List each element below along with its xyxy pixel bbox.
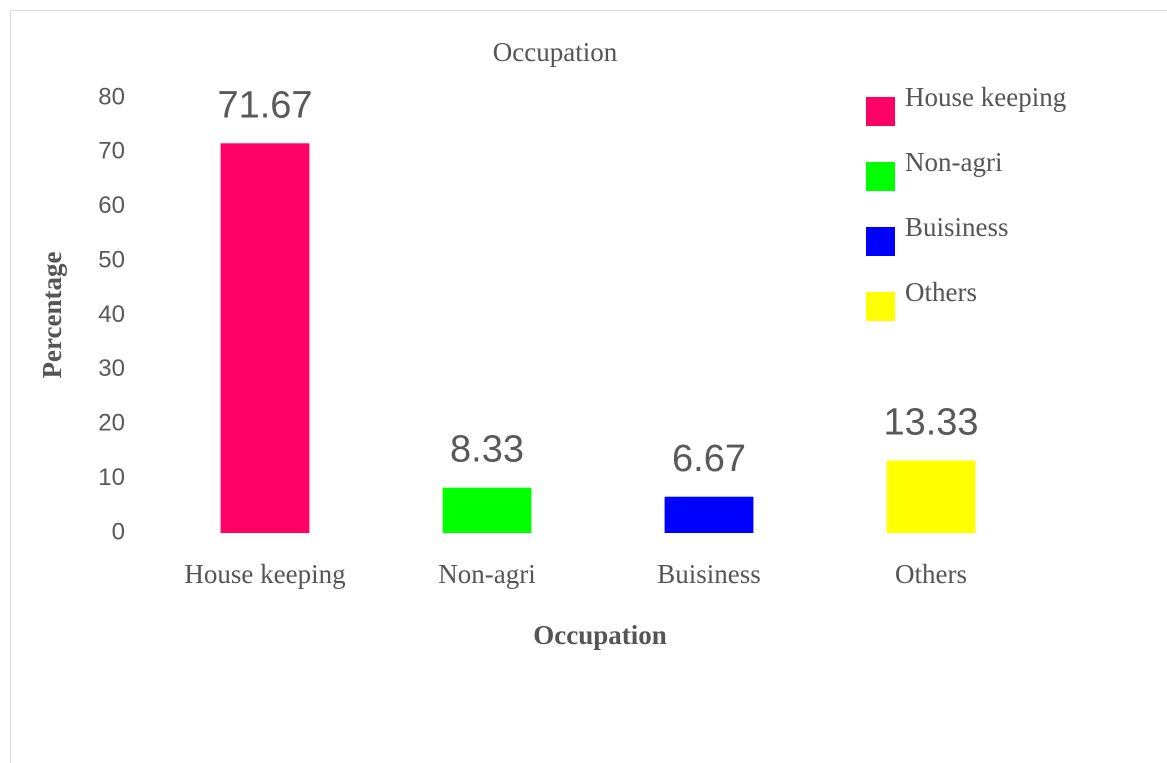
legend-label: Non-agri	[905, 147, 1002, 177]
bar	[442, 487, 532, 533]
x-tick-label: Non-agri	[438, 559, 535, 589]
y-tick-label: 10	[98, 464, 125, 491]
legend-label: House keeping	[905, 82, 1066, 112]
y-axis-label: Percentage	[37, 252, 67, 379]
bar	[664, 496, 754, 533]
bar	[886, 460, 976, 533]
legend-label: Others	[905, 277, 977, 307]
y-tick-label: 70	[98, 138, 125, 165]
x-tick-label: House keeping	[184, 559, 345, 589]
data-label: 13.33	[883, 402, 978, 444]
y-tick-label: 50	[98, 246, 125, 273]
data-label: 8.33	[450, 429, 524, 471]
y-tick-label: 80	[98, 83, 125, 110]
legend-swatch	[866, 97, 895, 126]
chart-title: Occupation	[493, 37, 618, 67]
x-tick-label: Buisiness	[657, 559, 761, 589]
legend-swatch	[866, 292, 895, 321]
x-axis-label: Occupation	[533, 620, 667, 650]
y-tick-label: 40	[98, 301, 125, 328]
y-tick-label: 30	[98, 355, 125, 382]
y-tick-label: 60	[98, 192, 125, 219]
y-tick-label: 20	[98, 410, 125, 437]
y-tick-label: 0	[112, 518, 125, 545]
bar	[220, 143, 310, 533]
legend-label: Buisiness	[905, 212, 1009, 242]
data-label: 6.67	[672, 438, 746, 480]
legend-swatch	[866, 162, 895, 191]
legend-swatch	[866, 227, 895, 256]
chart-border	[10, 10, 1167, 763]
data-label: 71.67	[217, 84, 312, 126]
x-tick-label: Others	[895, 559, 967, 589]
